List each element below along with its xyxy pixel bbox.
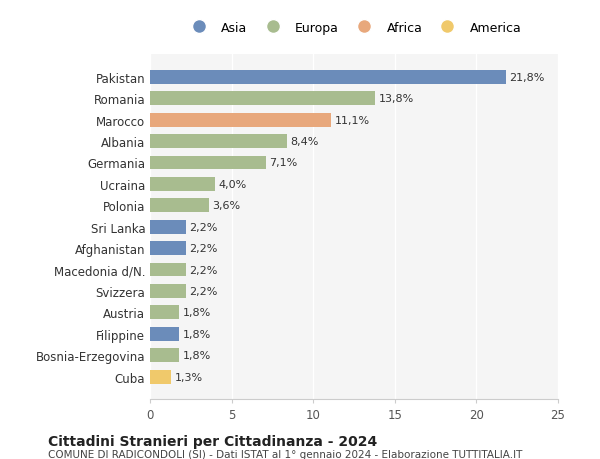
Bar bbox=[150, 263, 186, 277]
Bar bbox=[150, 156, 266, 170]
Text: 11,1%: 11,1% bbox=[334, 115, 370, 125]
Bar bbox=[150, 284, 186, 298]
Bar bbox=[150, 71, 506, 84]
Text: 13,8%: 13,8% bbox=[379, 94, 414, 104]
Bar bbox=[150, 113, 331, 127]
Bar bbox=[150, 348, 179, 362]
Text: 1,3%: 1,3% bbox=[175, 372, 203, 382]
Bar bbox=[150, 220, 186, 234]
Text: 2,2%: 2,2% bbox=[189, 265, 218, 275]
Bar bbox=[150, 92, 375, 106]
Text: 8,4%: 8,4% bbox=[290, 137, 319, 147]
Bar bbox=[150, 306, 179, 319]
Text: 1,8%: 1,8% bbox=[182, 329, 211, 339]
Text: 1,8%: 1,8% bbox=[182, 350, 211, 360]
Bar bbox=[150, 199, 209, 213]
Text: Cittadini Stranieri per Cittadinanza - 2024: Cittadini Stranieri per Cittadinanza - 2… bbox=[48, 434, 377, 448]
Bar bbox=[150, 135, 287, 149]
Legend: Asia, Europa, Africa, America: Asia, Europa, Africa, America bbox=[181, 17, 527, 39]
Text: 7,1%: 7,1% bbox=[269, 158, 298, 168]
Bar bbox=[150, 241, 186, 256]
Bar bbox=[150, 178, 215, 191]
Text: 4,0%: 4,0% bbox=[218, 179, 247, 190]
Text: 2,2%: 2,2% bbox=[189, 222, 218, 232]
Text: 21,8%: 21,8% bbox=[509, 73, 544, 83]
Text: 2,2%: 2,2% bbox=[189, 244, 218, 253]
Text: 3,6%: 3,6% bbox=[212, 201, 240, 211]
Text: COMUNE DI RADICONDOLI (SI) - Dati ISTAT al 1° gennaio 2024 - Elaborazione TUTTIT: COMUNE DI RADICONDOLI (SI) - Dati ISTAT … bbox=[48, 449, 523, 459]
Text: 1,8%: 1,8% bbox=[182, 308, 211, 318]
Bar bbox=[150, 370, 171, 384]
Text: 2,2%: 2,2% bbox=[189, 286, 218, 296]
Bar bbox=[150, 327, 179, 341]
